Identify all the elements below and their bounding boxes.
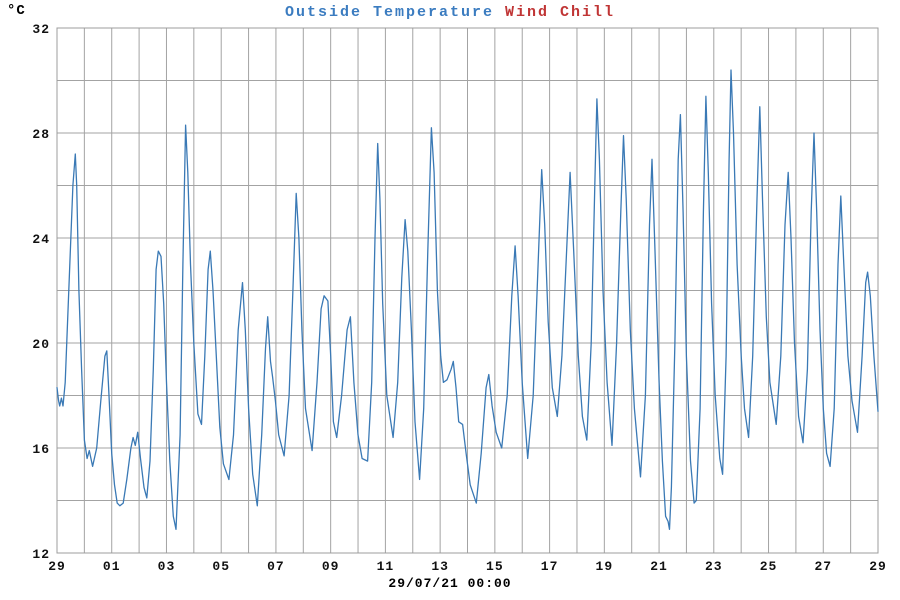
plot-border [56, 27, 879, 554]
title-outside-temperature: Outside Temperature [284, 4, 494, 21]
x-tick-label: 07 [267, 559, 285, 574]
y-tick-label: 28 [32, 127, 50, 142]
temperature-line [56, 69, 879, 531]
y-axis-unit-label: °C [7, 3, 26, 19]
x-tick-label: 05 [212, 559, 230, 574]
x-tick-label: 15 [486, 559, 504, 574]
x-tick-label: 17 [541, 559, 559, 574]
y-tick-label: 16 [32, 442, 50, 457]
x-tick-label: 01 [103, 559, 121, 574]
y-tick-label: 12 [32, 547, 50, 562]
title-wind-chill: Wind Chill [505, 4, 616, 21]
x-tick-label: 19 [596, 559, 614, 574]
x-tick-label: 29 [869, 559, 887, 574]
x-tick-label: 25 [760, 559, 778, 574]
chart-title: Outside Temperature Wind Chill [0, 4, 900, 21]
x-tick-label: 21 [650, 559, 668, 574]
x-tick-label: 03 [158, 559, 176, 574]
y-tick-label: 32 [32, 22, 50, 37]
x-tick-label: 23 [705, 559, 723, 574]
x-tick-label: 27 [814, 559, 832, 574]
x-tick-label: 13 [431, 559, 449, 574]
y-tick-label: 20 [32, 337, 50, 352]
x-tick-label: 09 [322, 559, 340, 574]
x-tick-label: 29 [48, 559, 66, 574]
x-tick-label: 11 [377, 559, 395, 574]
y-tick-label: 24 [32, 232, 50, 247]
x-axis-timestamp-label: 29/07/21 00:00 [388, 576, 512, 591]
